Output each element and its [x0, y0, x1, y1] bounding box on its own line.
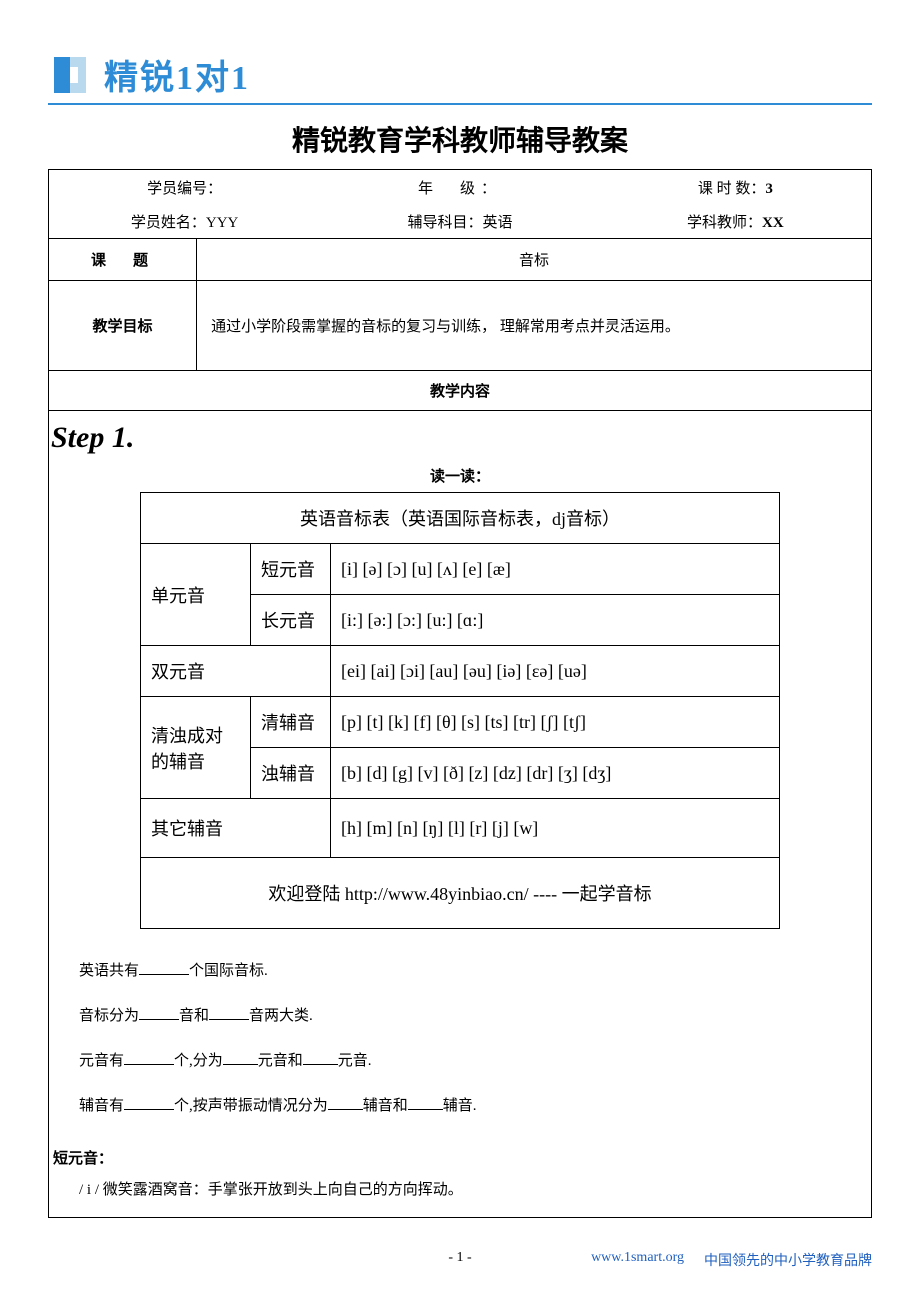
read-label: 读一读： — [49, 465, 871, 486]
phon-cat-other: 其它辅音 — [141, 799, 331, 858]
short-vowel-heading: 短元音： — [49, 1147, 871, 1168]
phon-cat-paired: 清浊成对的辅音 — [141, 697, 251, 799]
logo-text: 精锐1对1 — [104, 50, 250, 99]
teacher-label: 学科教师： — [687, 215, 762, 231]
blank[interactable] — [408, 1094, 443, 1110]
phon-sub-long: 长元音 — [251, 595, 331, 646]
fill-blank-section: 英语共有个国际音标. 音标分为音和音两大类. 元音有个,分为元音和元音. 辅音有… — [49, 929, 871, 1139]
step-heading: Step 1. — [49, 421, 871, 455]
subject-label: 辅导科目： — [407, 215, 482, 231]
subject-value: 英语 — [482, 215, 512, 231]
blank[interactable] — [303, 1049, 338, 1065]
header-rule — [48, 103, 872, 105]
hours-value: 3 — [765, 181, 773, 197]
phonetics-table: 英语音标表（英语国际音标表，dj音标） 单元音 短元音 [i] [ə] [ɔ] … — [140, 492, 780, 929]
phon-short-vowels: [i] [ə] [ɔ] [u] [ʌ] [e] [æ] — [331, 544, 780, 595]
blank[interactable] — [124, 1049, 174, 1065]
content-label: 教学内容 — [49, 371, 872, 411]
blank[interactable] — [328, 1094, 363, 1110]
goal-label: 教学目标 — [49, 281, 197, 371]
phon-header: 英语音标表（英语国际音标表，dj音标） — [141, 493, 780, 544]
phon-diphthongs: [ei] [ai] [ɔi] [au] [əu] [iə] [ɛə] [uə] — [331, 646, 780, 697]
blank[interactable] — [223, 1049, 258, 1065]
phon-footer: 欢迎登陆 http://www.48yinbiao.cn/ ---- 一起学音标 — [141, 858, 780, 929]
footer-url[interactable]: www.1smart.org — [591, 1250, 684, 1270]
page-footer: - 1 - www.1smart.org 中国领先的中小学教育品牌 — [48, 1250, 872, 1270]
phon-sub-voiced: 浊辅音 — [251, 748, 331, 799]
goal-value: 通过小学阶段需掌握的音标的复习与训练， 理解常用考点并灵活运用。 — [197, 281, 872, 371]
phon-voiceless: [p] [t] [k] [f] [θ] [s] [ts] [tr] [ʃ] [t… — [331, 697, 780, 748]
topic-label: 课 题 — [91, 253, 154, 269]
content-area: Step 1. 读一读： 英语音标表（英语国际音标表，dj音标） 单元音 短元音… — [48, 411, 872, 1218]
page-number: - 1 - — [448, 1250, 471, 1266]
student-name-label: 学员姓名： — [131, 215, 206, 231]
phon-other: [h] [m] [n] [ŋ] [l] [r] [j] [w] — [331, 799, 780, 858]
blank[interactable] — [139, 1004, 179, 1020]
topic-value: 音标 — [197, 239, 872, 281]
footer-tagline: 中国领先的中小学教育品牌 — [704, 1250, 872, 1270]
phon-long-vowels: [i:] [ə:] [ɔ:] [u:] [ɑ:] — [331, 595, 780, 646]
phon-sub-short: 短元音 — [251, 544, 331, 595]
fill-line-2: 音标分为音和音两大类. — [79, 994, 871, 1039]
fill-line-3: 元音有个,分为元音和元音. — [79, 1039, 871, 1084]
grade-label: 年 级： — [418, 181, 502, 197]
blank[interactable] — [124, 1094, 174, 1110]
phon-cat-monophthong: 单元音 — [141, 544, 251, 646]
logo-icon — [48, 53, 92, 97]
blank[interactable] — [139, 959, 189, 975]
student-id-label: 学员编号： — [147, 181, 222, 197]
phon-cat-diphthong: 双元音 — [141, 646, 331, 697]
hours-label: 课 时 数： — [698, 181, 766, 197]
phon-voiced: [b] [d] [g] [v] [ð] [z] [dz] [dr] [ʒ] [d… — [331, 748, 780, 799]
fill-line-4: 辅音有个,按声带振动情况分为辅音和辅音. — [79, 1084, 871, 1129]
fill-line-1: 英语共有个国际音标. — [79, 949, 871, 994]
page-title: 精锐教育学科教师辅导教案 — [48, 119, 872, 159]
phon-sub-voiceless: 清辅音 — [251, 697, 331, 748]
teacher-value: XX — [762, 215, 784, 231]
vowel-i-description: / i / 微笑露酒窝音：手掌张开放到头上向自己的方向挥动。 — [49, 1178, 871, 1199]
brand-header: 精锐1对1 — [48, 50, 872, 99]
blank[interactable] — [209, 1004, 249, 1020]
meta-table: 学员编号： 年 级： 课 时 数：3 学员姓名：YYY 辅导科目：英语 学科教师… — [48, 169, 872, 411]
student-name-value: YYY — [206, 215, 239, 231]
